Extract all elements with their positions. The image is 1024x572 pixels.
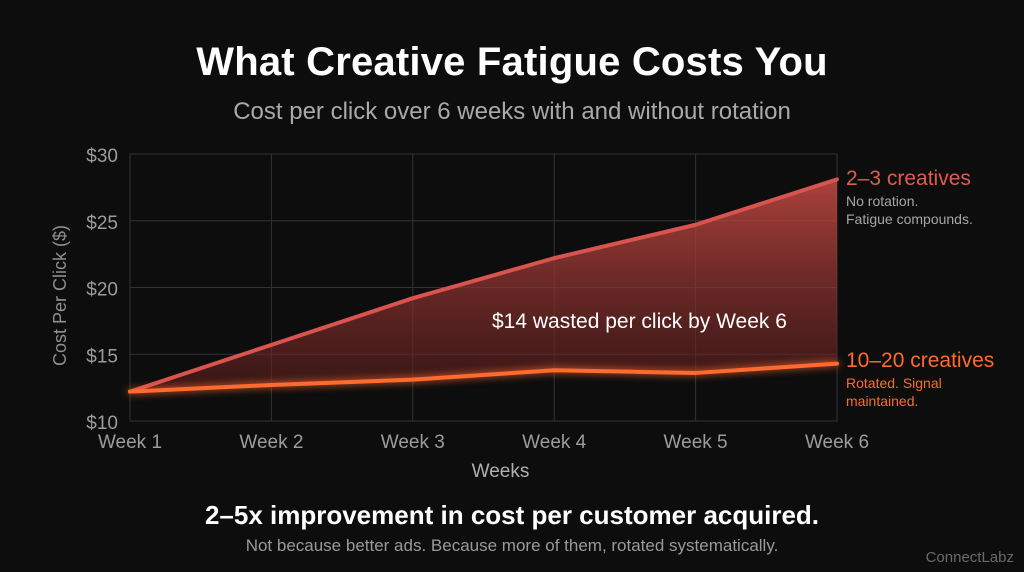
series-line-many-creatives xyxy=(128,361,839,394)
x-tick-label: Week 4 xyxy=(522,432,587,453)
y-axis-label: Cost Per Click ($) xyxy=(50,225,70,366)
chart-title: What Creative Fatigue Costs You xyxy=(196,40,828,84)
takeaway-subtext: Not because better ads. Because more of … xyxy=(245,536,779,555)
chart-subtitle: Cost per click over 6 weeks with and wit… xyxy=(233,98,791,125)
wasted-cost-area xyxy=(130,179,837,392)
brand-watermark: ConnectLabz xyxy=(925,549,1014,566)
y-tick-label: $30 xyxy=(86,146,118,167)
x-tick-label: Week 6 xyxy=(805,432,869,453)
x-tick-label: Week 5 xyxy=(664,432,728,453)
x-axis-label: Weeks xyxy=(472,461,530,482)
x-tick-label: Week 2 xyxy=(239,432,303,453)
takeaway-headline: 2–5x improvement in cost per customer ac… xyxy=(204,500,820,530)
series-note-few-creatives: No rotation. xyxy=(846,193,918,209)
wasted-annotation: $14 wasted per click by Week 6 xyxy=(492,310,787,333)
series-line-few-creatives xyxy=(128,177,839,394)
y-tick-label: $10 xyxy=(86,413,118,434)
series-label-few-creatives: 2–3 creatives xyxy=(846,167,971,190)
x-tick-label: Week 3 xyxy=(381,432,445,453)
x-tick-label: Week 1 xyxy=(98,432,162,453)
series-note-few-creatives: Fatigue compounds. xyxy=(846,211,973,227)
y-tick-label: $25 xyxy=(86,213,118,234)
series-note-many-creatives: Rotated. Signal xyxy=(846,375,942,391)
y-tick-label: $20 xyxy=(86,280,118,301)
series-label-many-creatives: 10–20 creatives xyxy=(846,349,994,372)
series-note-many-creatives: maintained. xyxy=(846,393,918,409)
cpc-chart: $10 $15 $20 $25 $30 Week 1 Week 2 Week 3 Week 4 W… xyxy=(50,146,994,482)
y-tick-label: $15 xyxy=(86,346,118,367)
